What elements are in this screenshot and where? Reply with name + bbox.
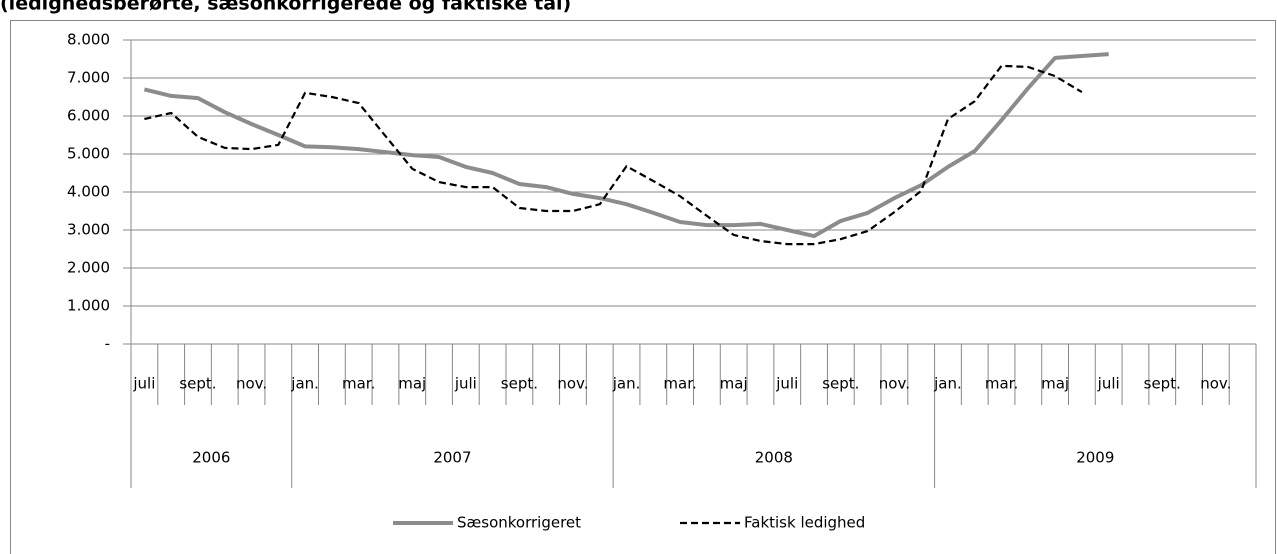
legend-label: Sæsonkorrigeret — [457, 514, 581, 532]
y-tick-label: 1.000 — [67, 297, 110, 315]
x-tick-label: juli — [1097, 375, 1120, 393]
x-group-label: 2008 — [755, 449, 793, 467]
y-tick-label: - — [105, 335, 110, 353]
x-tick-label: jan. — [612, 375, 641, 393]
x-tick-label: maj — [1041, 375, 1069, 393]
x-tick-label: nov. — [236, 375, 267, 393]
legend-label: Faktisk ledighed — [744, 514, 865, 532]
x-tick-label: mar. — [663, 375, 696, 393]
x-tick-label: juli — [775, 375, 798, 393]
x-tick-label: nov. — [879, 375, 910, 393]
x-tick-label: sept. — [179, 375, 216, 393]
x-tick-label: juli — [132, 375, 155, 393]
x-tick-label: maj — [720, 375, 748, 393]
y-tick-label: 7.000 — [67, 69, 110, 87]
x-tick-label: juli — [454, 375, 477, 393]
x-group-label: 2009 — [1076, 449, 1114, 467]
x-tick-label: mar. — [342, 375, 375, 393]
series-line — [144, 64, 1083, 246]
x-tick-label: sept. — [1144, 375, 1181, 393]
x-tick-label: sept. — [822, 375, 859, 393]
y-tick-label: 6.000 — [67, 107, 110, 125]
y-tick-label: 3.000 — [67, 221, 110, 239]
y-tick-label: 8.000 — [67, 31, 110, 49]
y-tick-label: 4.000 — [67, 183, 110, 201]
x-group-label: 2007 — [433, 449, 471, 467]
x-tick-label: sept. — [501, 375, 538, 393]
x-group-label: 2006 — [192, 449, 230, 467]
x-tick-label: jan. — [933, 375, 962, 393]
series-line — [143, 52, 1109, 239]
x-tick-label: mar. — [985, 375, 1018, 393]
chart-title: (ledighedsberørte, sæsonkorrigerede og f… — [0, 0, 571, 15]
x-tick-label: nov. — [1200, 375, 1231, 393]
y-tick-label: 5.000 — [67, 145, 110, 163]
y-tick-label: 2.000 — [67, 259, 110, 277]
x-tick-label: nov. — [557, 375, 588, 393]
x-tick-label: jan. — [290, 375, 319, 393]
x-tick-label: maj — [398, 375, 426, 393]
